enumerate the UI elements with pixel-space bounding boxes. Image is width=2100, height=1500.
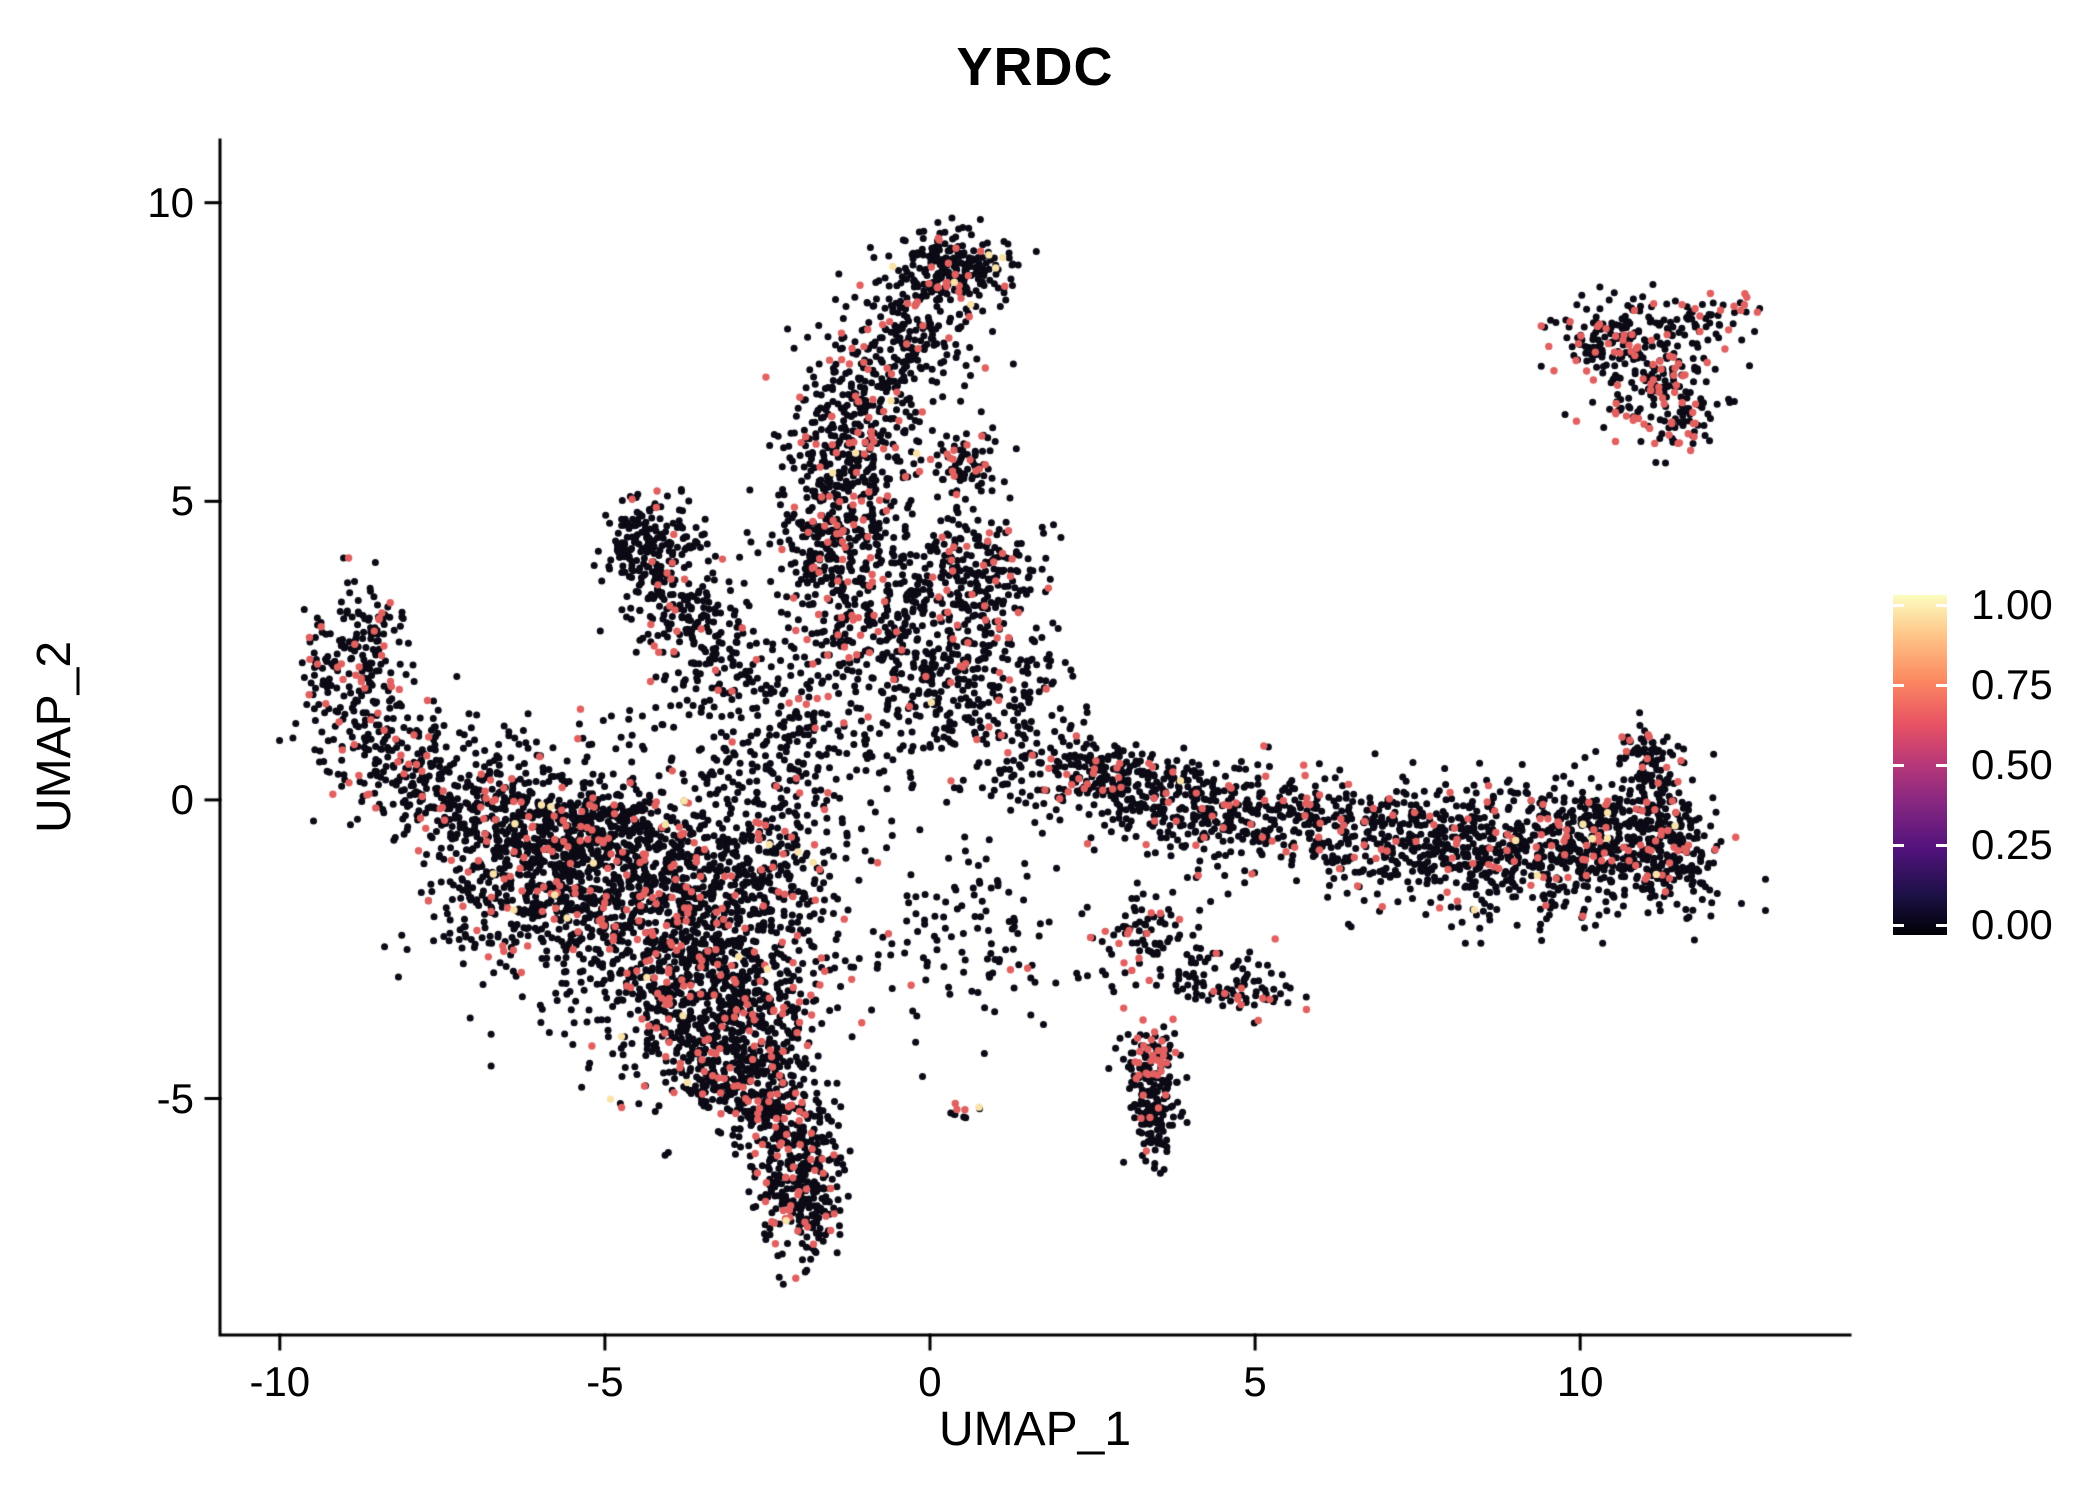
y-axis-title: UMAP_2: [28, 640, 81, 834]
x-tick-label: -5: [586, 1358, 624, 1405]
x-tick-label: 10: [1556, 1358, 1604, 1405]
plot-title: YRDC: [956, 37, 1114, 97]
colorbar-tick-label: 1.00: [1971, 581, 2053, 628]
colorbar-tick-mark: [1936, 683, 1947, 687]
colorbar-tick-mark: [1893, 763, 1904, 767]
colorbar-tick-mark: [1936, 843, 1947, 847]
colorbar-tick-label: 0.75: [1971, 661, 2053, 708]
colorbar-tick-mark: [1936, 603, 1947, 607]
x-axis-title: UMAP_1: [938, 1403, 1132, 1456]
colorbar-tick-label: 0.00: [1971, 901, 2053, 948]
colorbar-tick-label: 0.50: [1971, 741, 2053, 788]
colorbar-tick-mark: [1936, 763, 1947, 767]
y-tick-label: 5: [170, 477, 194, 525]
colorbar-legend: 1.00 0.75 0.50 0.25 0.00: [1893, 581, 2100, 948]
colorbar-tick-mark: [1893, 683, 1904, 687]
colorbar-tick-mark: [1893, 603, 1904, 607]
colorbar-tick-mark: [1893, 923, 1904, 927]
y-tick-label: 10: [147, 178, 194, 226]
x-tick-label: -10: [249, 1358, 311, 1405]
x-tick-label: 0: [918, 1358, 942, 1405]
colorbar-tick-label: 0.25: [1971, 821, 2053, 868]
colorbar-tick-mark: [1936, 923, 1947, 927]
colorbar-tick-mark: [1893, 843, 1904, 847]
x-tick-label: 5: [1243, 1358, 1267, 1405]
colorbar-gradient: [1893, 595, 1947, 935]
y-tick-label: 0: [170, 775, 194, 823]
y-tick-label: -5: [156, 1074, 194, 1122]
